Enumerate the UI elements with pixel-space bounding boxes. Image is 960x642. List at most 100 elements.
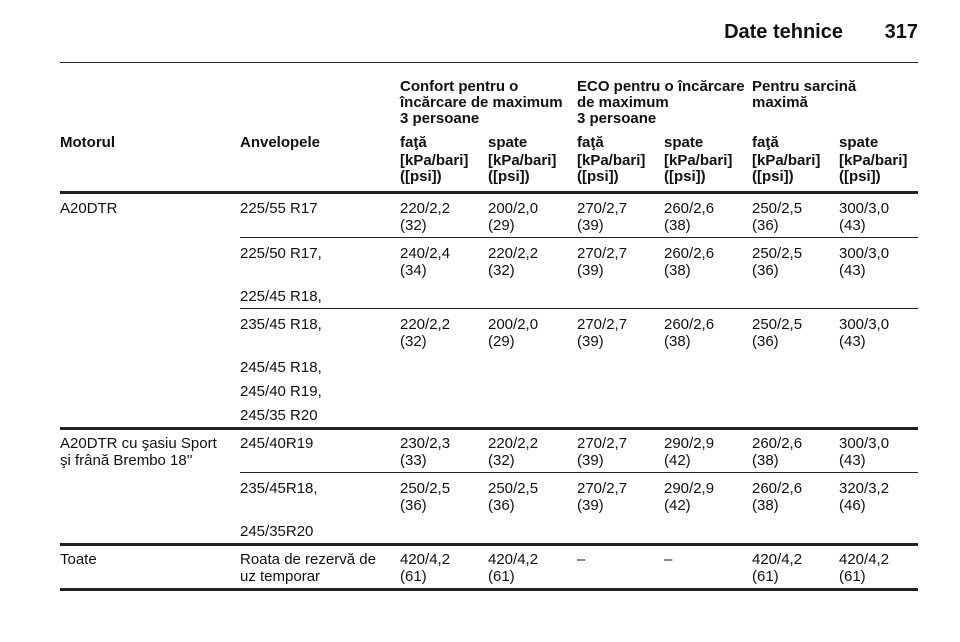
pressure-cell: (46) (839, 497, 866, 514)
pressure-cell: 250/2,5 (752, 316, 803, 333)
unit-header: ([psi]) (752, 168, 794, 185)
group-rule (60, 543, 918, 546)
pressure-cell: (32) (400, 217, 427, 234)
unit-header: ([psi]) (400, 168, 442, 185)
tire-cell: 245/45 R18, (240, 359, 322, 376)
tire-cell: 225/50 R17, (240, 245, 322, 262)
row-rule (240, 237, 918, 238)
page-title: Date tehnice (724, 21, 843, 43)
pressure-cell: (38) (664, 217, 691, 234)
pressure-cell: (61) (488, 568, 515, 585)
pressure-cell: (38) (664, 262, 691, 279)
group-header: ECO pentru o încărcare (577, 78, 745, 95)
pressure-cell: 270/2,7 (577, 435, 628, 452)
tire-cell: 225/45 R18, (240, 288, 322, 305)
pressure-cell: (38) (752, 452, 779, 469)
pressure-cell: (43) (839, 217, 866, 234)
column-header: spate (488, 134, 528, 151)
pressure-cell: 260/2,6 (664, 245, 715, 262)
row-rule (240, 472, 918, 473)
pressure-cell: (38) (664, 333, 691, 350)
pressure-cell: 420/4,2 (839, 551, 890, 568)
pressure-cell: 220/2,2 (400, 200, 451, 217)
pressure-cell: 300/3,0 (839, 435, 890, 452)
pressure-cell: (39) (577, 497, 604, 514)
group-header: 3 persoane (400, 110, 480, 127)
group-header: Pentru sarcină (752, 78, 857, 95)
pressure-cell: (32) (400, 333, 427, 350)
pressure-cell: (36) (752, 262, 779, 279)
pressure-cell: 260/2,6 (752, 435, 803, 452)
header-rule (60, 62, 918, 63)
unit-header: [kPa/bari] (577, 152, 646, 169)
pressure-cell: (43) (839, 333, 866, 350)
pressure-cell: 270/2,7 (577, 316, 628, 333)
unit-header: ([psi]) (577, 168, 619, 185)
unit-header: ([psi]) (839, 168, 881, 185)
page-number: 317 (884, 21, 918, 43)
column-header: Anvelopele (240, 134, 321, 151)
group-header: maximă (752, 94, 808, 111)
tire-cell: 235/45 R18, (240, 316, 322, 333)
group-header: de maximum (577, 94, 669, 111)
pressure-cell: 290/2,9 (664, 435, 715, 452)
engine-cell: şi frână Brembo 18'' (60, 452, 193, 469)
unit-header: [kPa/bari] (400, 152, 469, 169)
pressure-cell: (29) (488, 333, 515, 350)
pressure-cell: (32) (488, 262, 515, 279)
pressure-cell: (38) (752, 497, 779, 514)
pressure-cell: 260/2,6 (664, 200, 715, 217)
column-header: faţă (400, 134, 427, 151)
pressure-cell: (39) (577, 217, 604, 234)
pressure-cell: (42) (664, 452, 691, 469)
pressure-cell: 200/2,0 (488, 316, 539, 333)
pressure-cell: 250/2,5 (752, 245, 803, 262)
pressure-cell: 270/2,7 (577, 480, 628, 497)
group-rule (60, 588, 918, 591)
unit-header: [kPa/bari] (839, 152, 908, 169)
pressure-cell: 300/3,0 (839, 316, 890, 333)
tire-cell: 245/35R20 (240, 523, 314, 540)
column-header: spate (664, 134, 704, 151)
pressure-cell: – (577, 551, 586, 568)
tire-cell: Roata de rezervă de (240, 551, 376, 568)
pressure-cell: (61) (400, 568, 427, 585)
unit-header: [kPa/bari] (664, 152, 733, 169)
pressure-cell: (34) (400, 262, 427, 279)
pressure-cell: 250/2,5 (400, 480, 451, 497)
pressure-cell: (36) (752, 333, 779, 350)
pressure-cell: 250/2,5 (752, 200, 803, 217)
tire-cell: 225/55 R17 (240, 200, 318, 217)
pressure-cell: (43) (839, 452, 866, 469)
pressure-cell: 270/2,7 (577, 200, 628, 217)
pressure-cell: 290/2,9 (664, 480, 715, 497)
column-header: spate (839, 134, 879, 151)
pressure-cell: (43) (839, 262, 866, 279)
pressure-cell: 300/3,0 (839, 245, 890, 262)
pressure-cell: 260/2,6 (752, 480, 803, 497)
pressure-cell: – (664, 551, 673, 568)
pressure-cell: (42) (664, 497, 691, 514)
pressure-cell: 220/2,2 (488, 245, 539, 262)
pressure-cell: 260/2,6 (664, 316, 715, 333)
engine-cell: A20DTR cu şasiu Sport (60, 435, 217, 452)
tire-cell: 245/40 R19, (240, 383, 322, 400)
pressure-cell: 220/2,2 (400, 316, 451, 333)
unit-header: [kPa/bari] (752, 152, 821, 169)
pressure-cell: (36) (400, 497, 427, 514)
pressure-cell: (29) (488, 217, 515, 234)
column-header: faţă (752, 134, 779, 151)
pressure-cell: (61) (839, 568, 866, 585)
pressure-cell: (32) (488, 452, 515, 469)
pressure-cell: (61) (752, 568, 779, 585)
group-header: Confort pentru o (400, 78, 519, 95)
pressure-cell: 250/2,5 (488, 480, 539, 497)
pressure-cell: 300/3,0 (839, 200, 890, 217)
pressure-cell: 420/4,2 (400, 551, 451, 568)
pressure-cell: 420/4,2 (752, 551, 803, 568)
pressure-cell: 240/2,4 (400, 245, 451, 262)
tire-cell: 235/45R18, (240, 480, 318, 497)
pressure-cell: (33) (400, 452, 427, 469)
pressure-cell: 420/4,2 (488, 551, 539, 568)
